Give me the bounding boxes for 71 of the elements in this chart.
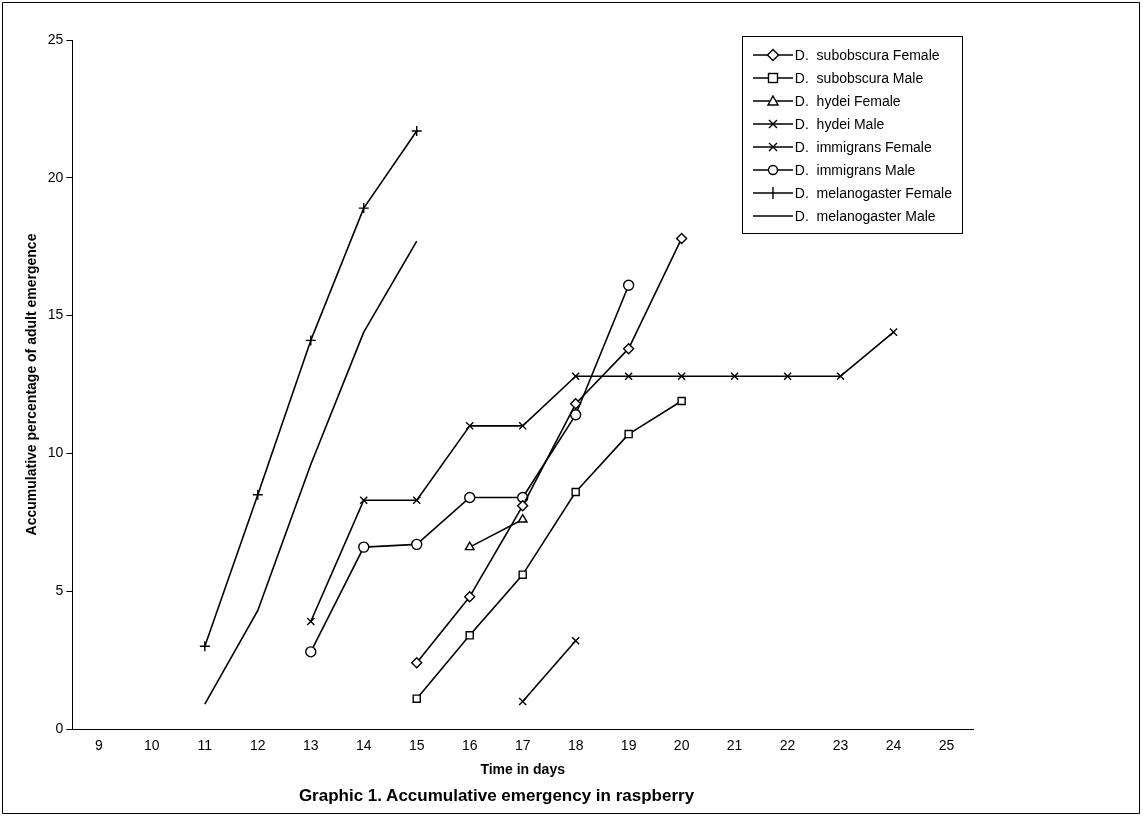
point [411, 125, 423, 137]
x-tick-label: 10 [144, 737, 160, 754]
legend-label: D. subobscura Female [794, 46, 940, 63]
legend-label: D. melanogaster Female [794, 184, 952, 201]
point [516, 500, 529, 512]
y-tick-label: 10 [47, 444, 64, 461]
point [622, 279, 635, 291]
x-tick-label: 9 [94, 737, 103, 754]
x-tick-label: 24 [885, 737, 902, 754]
legend-label: D. melanogaster Male [794, 207, 936, 224]
point [518, 697, 527, 706]
point [571, 636, 580, 646]
x-tick-label: 20 [673, 737, 690, 754]
x-tick-label: 13 [302, 737, 319, 754]
y-tick-label: 25 [47, 30, 64, 47]
point [624, 372, 633, 381]
point [305, 334, 317, 347]
x-tick-label: 11 [197, 737, 213, 754]
x-tick-label: 15 [408, 737, 425, 754]
y-tick-label: 15 [47, 306, 64, 323]
point [836, 372, 845, 381]
x-tick-label: 19 [620, 737, 637, 754]
point [412, 694, 421, 703]
x-tick-label: 25 [938, 737, 955, 754]
x-tick-label: 21 [726, 737, 743, 754]
point [675, 232, 688, 245]
y-tick-label: 20 [47, 168, 64, 185]
point [624, 429, 633, 439]
x-tick-label: 14 [355, 737, 372, 754]
text: Graphic 1. Accumulative emergency in raspberry [298, 786, 695, 806]
x-tick-label: 17 [514, 737, 531, 754]
point [358, 202, 370, 214]
x-axis-title: Time in days [480, 761, 566, 778]
point [306, 617, 316, 626]
y-tick-label: 5 [55, 582, 64, 599]
point [889, 327, 898, 337]
point [464, 491, 476, 504]
point [571, 487, 580, 497]
point [677, 372, 686, 381]
point [569, 409, 582, 421]
legend-label: D. subobscura Male [794, 69, 924, 86]
point [358, 541, 370, 553]
x-tick-label: 22 [779, 737, 796, 754]
point [359, 496, 368, 505]
point [518, 421, 527, 431]
point [677, 396, 686, 406]
point [783, 372, 792, 381]
x-tick-label: 23 [832, 737, 849, 754]
point [518, 570, 527, 579]
point [411, 657, 423, 669]
legend-label: D. immigrans Female [794, 138, 932, 155]
point [465, 631, 474, 640]
point [465, 421, 474, 431]
point [571, 372, 580, 381]
point [412, 496, 421, 505]
point [252, 489, 264, 501]
x-tick-label: 16 [461, 737, 478, 754]
legend-label: D. hydei Female [794, 92, 901, 109]
point [464, 591, 476, 603]
point [569, 398, 582, 410]
point [305, 646, 317, 658]
point [730, 372, 739, 381]
point [411, 538, 423, 551]
x-tick-label: 12 [250, 737, 266, 754]
x-tick-label: 18 [567, 737, 584, 754]
legend-label: D. immigrans Male [794, 161, 916, 178]
point [622, 342, 635, 355]
y-tick-label: 0 [55, 719, 64, 736]
point [199, 640, 211, 653]
y-axis-title: Accumulative percentage of adult emergence [23, 233, 40, 536]
legend-label: D. hydei Male [794, 115, 885, 132]
